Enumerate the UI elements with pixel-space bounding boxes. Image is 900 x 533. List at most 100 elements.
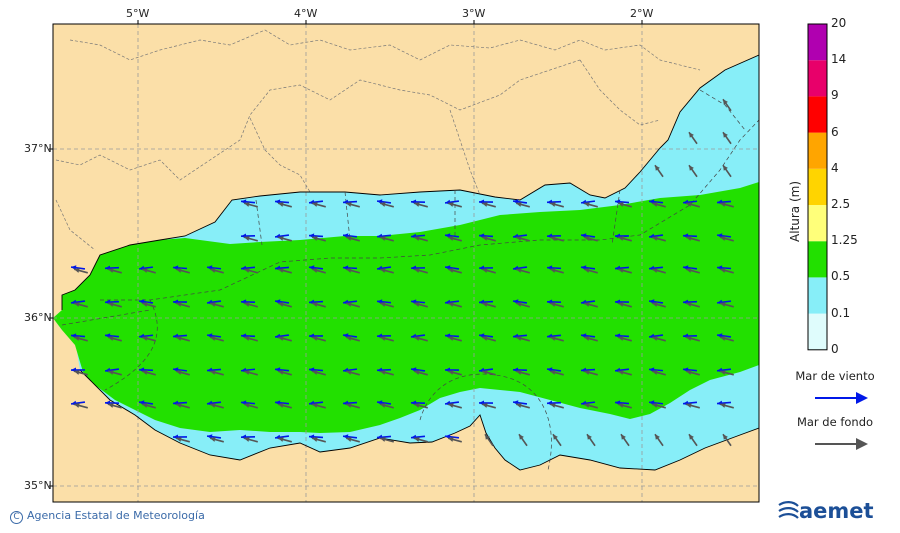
wave-arrow xyxy=(414,336,428,342)
maritime-zone-lines xyxy=(61,89,759,471)
wave-arrow xyxy=(484,433,494,447)
wave-arrow xyxy=(482,403,496,409)
wave-arrow xyxy=(312,236,326,242)
wave-arrow xyxy=(584,268,598,274)
wave-arrow xyxy=(176,268,190,274)
wave-arrow xyxy=(720,403,734,409)
wave-arrow xyxy=(108,403,122,409)
wave-arrow xyxy=(482,370,496,376)
wave-arrow xyxy=(516,268,530,274)
wave-arrow xyxy=(448,336,462,342)
wave-arrow xyxy=(108,268,122,274)
wave-arrow xyxy=(414,268,428,274)
legend-level-label: 0.1 xyxy=(831,305,851,320)
wave-arrow xyxy=(448,268,462,274)
legend-level-label: 9 xyxy=(831,88,839,103)
lat-label-35n: 35°N xyxy=(24,479,52,492)
wave-arrow xyxy=(74,370,88,376)
wave-arrow xyxy=(584,370,598,376)
legend-level-label: 4 xyxy=(831,160,839,175)
wave-arrow xyxy=(720,302,734,308)
wave-arrow xyxy=(278,437,292,443)
wave-arrow xyxy=(142,336,156,342)
wave-arrow xyxy=(722,98,732,112)
wave-arrow xyxy=(312,268,326,274)
wave-arrow xyxy=(312,370,326,376)
legend-level-label: 1.25 xyxy=(831,233,858,248)
wave-arrow xyxy=(210,403,224,409)
wave-arrow xyxy=(380,236,394,242)
wave-direction-arrows xyxy=(70,98,734,447)
wave-arrow xyxy=(654,433,664,447)
color-scale-segment xyxy=(808,96,827,133)
wave-arrow xyxy=(482,202,496,208)
color-scale-segment xyxy=(808,60,827,97)
wave-arrow xyxy=(414,202,428,208)
wave-arrow xyxy=(108,302,122,308)
wind-sea-label: Mar de viento xyxy=(795,369,875,383)
wave-arrow xyxy=(686,370,700,376)
wave-arrow xyxy=(550,336,564,342)
wave-arrow xyxy=(414,370,428,376)
wave-arrow xyxy=(448,403,462,409)
wave-arrow xyxy=(652,302,666,308)
color-scale-segment xyxy=(808,168,827,205)
wave-arrow xyxy=(380,302,394,308)
wave-arrow xyxy=(516,370,530,376)
wave-arrow xyxy=(176,336,190,342)
wave-arrow xyxy=(518,433,528,447)
legend-level-label: 14 xyxy=(831,52,847,67)
wave-arrow xyxy=(346,268,360,274)
wave-arrow xyxy=(74,302,88,308)
copyright-notice: C Agencia Estatal de Meteorología xyxy=(10,509,205,524)
color-scale-segment xyxy=(808,205,827,242)
wave-arrow xyxy=(142,268,156,274)
wave-arrow xyxy=(278,336,292,342)
color-scale-segment xyxy=(808,241,827,278)
lon-label-3w: 3°W xyxy=(462,7,486,20)
wave-arrow xyxy=(448,302,462,308)
wave-arrow xyxy=(244,437,258,443)
wave-arrow xyxy=(244,236,258,242)
wave-arrow xyxy=(654,164,664,178)
wave-arrow xyxy=(618,403,632,409)
wave-arrow xyxy=(652,370,666,376)
wave-arrow xyxy=(618,236,632,242)
wave-arrow xyxy=(652,236,666,242)
lon-label-2w: 2°W xyxy=(630,7,654,20)
wave-arrow xyxy=(618,370,632,376)
graticule xyxy=(53,24,759,502)
wave-arrow xyxy=(414,236,428,242)
wave-arrow xyxy=(686,236,700,242)
wave-arrow xyxy=(550,236,564,242)
wave-arrow xyxy=(312,336,326,342)
wave-arrow xyxy=(278,202,292,208)
aemet-logo[interactable]: aemet xyxy=(776,499,874,523)
wave-arrow xyxy=(278,302,292,308)
color-scale-segment xyxy=(808,313,827,350)
wave-arrow xyxy=(550,302,564,308)
wave-arrow xyxy=(686,202,700,208)
wave-arrow xyxy=(720,236,734,242)
color-scale-bar xyxy=(807,23,828,351)
coastline xyxy=(61,54,759,310)
wave-arrow xyxy=(482,236,496,242)
wave-arrow xyxy=(380,403,394,409)
aemet-logo-icon xyxy=(778,501,799,519)
wave-arrow xyxy=(720,202,734,208)
wave-arrow xyxy=(176,437,190,443)
wave-arrow xyxy=(278,403,292,409)
wave-arrow xyxy=(346,370,360,376)
legend-level-label: 0.5 xyxy=(831,269,851,284)
wave-arrow xyxy=(686,403,700,409)
wave-arrow xyxy=(380,268,394,274)
wave-arrow xyxy=(414,302,428,308)
wave-arrow xyxy=(210,370,224,376)
wave-arrow xyxy=(688,164,698,178)
wave-arrow xyxy=(74,268,88,274)
wave-arrow xyxy=(552,433,562,447)
color-scale-segment xyxy=(808,277,827,314)
wave-arrow xyxy=(346,236,360,242)
wave-arrow xyxy=(586,433,596,447)
